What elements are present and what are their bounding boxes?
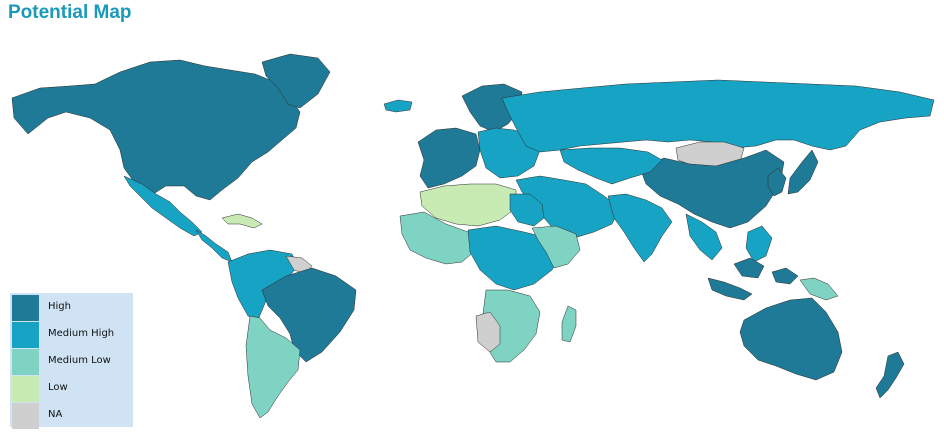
region-angola-namibia bbox=[475, 311, 501, 353]
legend-swatch-high bbox=[12, 295, 39, 321]
legend-item-high: High bbox=[12, 295, 130, 321]
region-western-europe bbox=[417, 127, 481, 189]
region-egypt bbox=[509, 193, 545, 227]
region-iceland bbox=[383, 99, 413, 113]
region-caribbean bbox=[221, 213, 263, 229]
region-russia bbox=[501, 79, 935, 153]
region-chile-argentina bbox=[245, 315, 301, 419]
legend-item-medium-low: Medium Low bbox=[12, 349, 130, 375]
region-australia bbox=[739, 297, 843, 381]
legend-label-medium-low: Medium Low bbox=[48, 355, 111, 366]
region-greenland bbox=[261, 53, 331, 109]
region-southeast-asia bbox=[685, 213, 773, 263]
legend-label-low: Low bbox=[48, 382, 68, 393]
region-madagascar bbox=[561, 305, 577, 343]
legend-label-na: NA bbox=[48, 409, 63, 420]
legend-label-medium-high: Medium High bbox=[48, 328, 115, 339]
legend-swatch-medium-low bbox=[12, 349, 39, 375]
region-new-zealand bbox=[875, 351, 905, 399]
region-japan-korea bbox=[767, 149, 819, 197]
region-china bbox=[639, 149, 785, 229]
region-central-asia bbox=[559, 147, 663, 185]
map-legend: High Medium High Medium Low Low NA bbox=[10, 293, 133, 429]
region-north-america bbox=[11, 59, 301, 201]
region-central-africa bbox=[467, 225, 561, 291]
legend-swatch-na bbox=[12, 403, 39, 429]
legend-label-high: High bbox=[48, 301, 71, 312]
region-north-africa bbox=[419, 183, 517, 227]
region-mexico bbox=[123, 175, 203, 237]
legend-swatch-medium-high bbox=[12, 322, 39, 348]
region-west-africa bbox=[399, 211, 477, 265]
region-indonesia bbox=[707, 257, 799, 301]
region-brazil bbox=[261, 267, 357, 363]
region-papua-new-guinea bbox=[799, 277, 839, 301]
legend-item-low: Low bbox=[12, 376, 130, 402]
region-india bbox=[607, 193, 673, 263]
legend-item-na: NA bbox=[12, 403, 130, 429]
legend-item-medium-high: Medium High bbox=[12, 322, 130, 348]
region-central-america bbox=[195, 229, 233, 263]
region-east-africa bbox=[531, 225, 581, 269]
legend-swatch-low bbox=[12, 376, 39, 402]
page-title: Potential Map bbox=[8, 2, 132, 23]
